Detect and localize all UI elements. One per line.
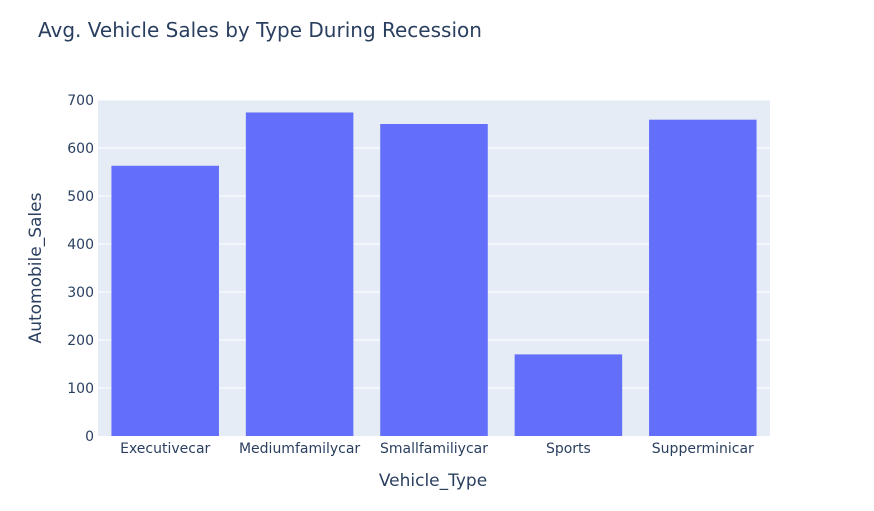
x-axis-ticks: Executivecar Mediumfamilycar Smallfamiliyc… [120,441,754,457]
bars [111,112,757,437]
y-tick-label: 200 [67,333,94,349]
x-tick-label: Supperminicar [652,441,754,457]
chart-title: Avg. Vehicle Sales by Type During Recess… [38,18,482,42]
y-tick-label: 600 [67,141,94,157]
x-axis-title: Vehicle_Type [379,471,487,491]
y-axis-title: Automobile_Sales [26,192,46,343]
y-axis-ticks: 0 100 200 300 400 500 600 700 [67,93,94,445]
x-tick-label: Executivecar [120,441,210,457]
y-tick-label: 700 [67,93,94,109]
y-tick-label: 0 [85,429,94,445]
bar-sports[interactable] [514,354,623,436]
bar-smallfamiliycar[interactable] [380,124,488,436]
x-tick-label: Smallfamiliycar [380,441,488,457]
bar-mediumfamilycar[interactable] [245,112,354,436]
y-tick-label: 100 [67,381,94,397]
bar-executivecar[interactable] [111,165,219,436]
bar-supperminicar[interactable] [649,119,757,437]
x-tick-label: Sports [546,441,591,457]
y-tick-label: 300 [67,285,94,301]
y-tick-label: 500 [67,189,94,205]
y-tick-label: 400 [67,237,94,253]
x-tick-label: Mediumfamilycar [239,441,360,457]
